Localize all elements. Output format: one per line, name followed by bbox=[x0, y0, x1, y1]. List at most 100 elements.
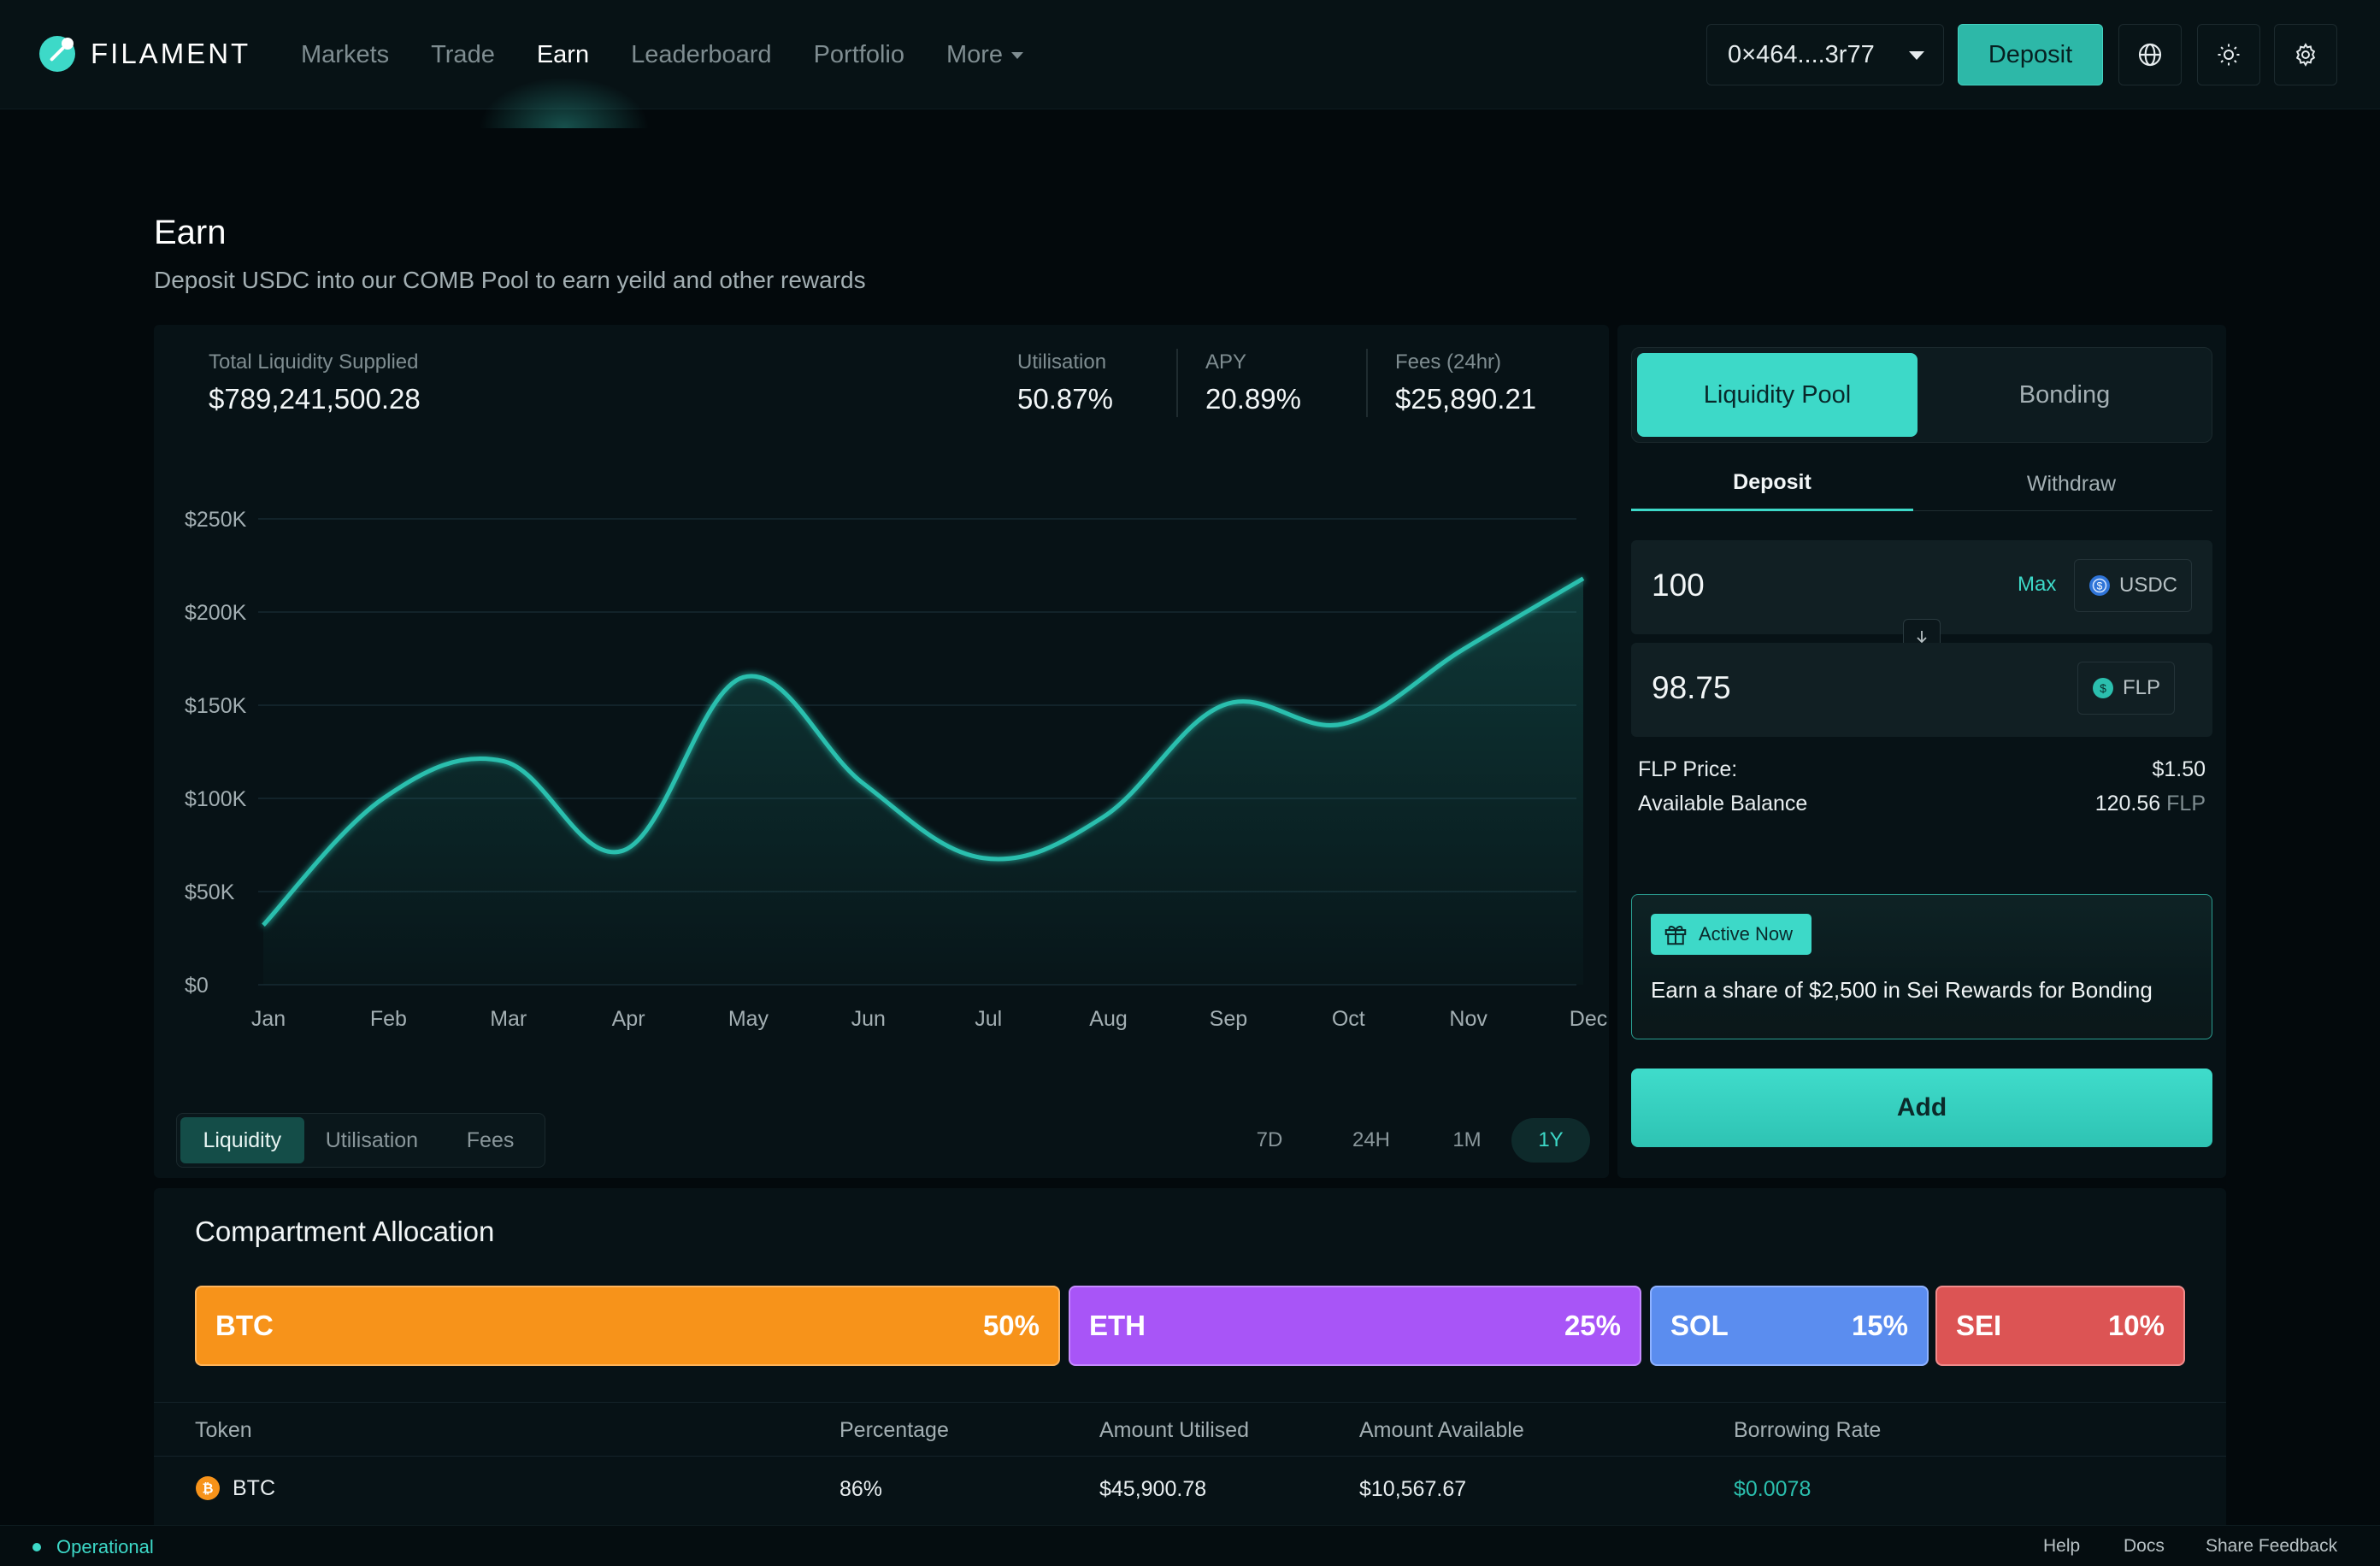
max-button[interactable]: Max bbox=[2018, 573, 2057, 596]
status-dot-icon bbox=[32, 1543, 41, 1551]
nav-item-trade[interactable]: Trade bbox=[431, 40, 495, 68]
allocation-token: SEI bbox=[1956, 1310, 2002, 1341]
y-tick-label: $0 bbox=[185, 974, 209, 998]
settings-button[interactable] bbox=[2274, 24, 2337, 85]
range-7d[interactable]: 7D bbox=[1256, 1128, 1283, 1151]
x-tick-label: Jul bbox=[975, 1007, 1002, 1031]
x-tick-label: Nov bbox=[1449, 1007, 1488, 1031]
language-button[interactable] bbox=[2118, 24, 2182, 85]
apy-stat: APY 20.89% bbox=[1205, 350, 1301, 415]
metric-tab-liquidity[interactable]: Liquidity bbox=[180, 1117, 304, 1163]
row-amount-utilised: $45,900.78 bbox=[1099, 1477, 1207, 1501]
x-tick-label: Jun bbox=[851, 1007, 886, 1031]
y-tick-label: $250K bbox=[185, 508, 247, 532]
row-token-name: BTC bbox=[233, 1475, 275, 1500]
tab-withdraw[interactable]: Withdraw bbox=[2026, 471, 2117, 496]
available-balance-unit: FLP bbox=[2166, 792, 2206, 815]
column-header-percentage: Percentage bbox=[839, 1418, 949, 1442]
stat-divider bbox=[1176, 349, 1178, 417]
apy-label: APY bbox=[1205, 350, 1247, 374]
nav-item-markets[interactable]: Markets bbox=[301, 40, 390, 68]
x-tick-label: Oct bbox=[1332, 1007, 1365, 1031]
brand-name: FILAMENT bbox=[91, 38, 251, 69]
available-balance-value: 120.56 bbox=[2094, 792, 2161, 815]
metric-tab-fees[interactable]: Fees bbox=[466, 1127, 515, 1152]
column-header-amount-available: Amount Available bbox=[1359, 1418, 1524, 1442]
compartment-allocation-section: Compartment Allocation BTC 50% ETH 25% S… bbox=[154, 1188, 2226, 1566]
deposit-amount-box[interactable]: 100 Max $ USDC bbox=[1631, 540, 2212, 634]
footer-link-help[interactable]: Help bbox=[2043, 1536, 2081, 1556]
globe-icon bbox=[2138, 43, 2162, 67]
input-token-selector[interactable]: $ USDC bbox=[2074, 559, 2193, 612]
footer-link-share-feedback[interactable]: Share Feedback bbox=[2206, 1536, 2338, 1556]
footer-link-docs[interactable]: Docs bbox=[2124, 1536, 2165, 1556]
x-tick-label: May bbox=[728, 1007, 769, 1031]
x-tick-label: Aug bbox=[1089, 1007, 1127, 1031]
fees-stat: Fees (24hr) $25,890.21 bbox=[1395, 350, 1536, 415]
allocation-bar-sei[interactable]: SEI 10% bbox=[1935, 1286, 2185, 1366]
allocation-token: SOL bbox=[1670, 1310, 1729, 1341]
tab-bonding[interactable]: Bonding bbox=[2018, 380, 2111, 409]
available-balance-row: Available Balance 120.56 FLP bbox=[1638, 792, 2206, 816]
add-liquidity-button[interactable]: Add bbox=[1631, 1069, 2212, 1147]
range-24h[interactable]: 24H bbox=[1352, 1128, 1391, 1151]
total-liquidity-stat: Total Liquidity Supplied $789,241,500.28 bbox=[209, 350, 421, 415]
fees-label: Fees (24hr) bbox=[1395, 350, 1502, 374]
allocation-percent: 15% bbox=[1851, 1310, 1908, 1341]
gear-icon bbox=[2295, 43, 2316, 67]
receive-amount-value: 98.75 bbox=[1652, 670, 1731, 705]
x-tick-label: Jan bbox=[251, 1007, 286, 1031]
nav-item-leaderboard[interactable]: Leaderboard bbox=[631, 40, 772, 68]
pool-tabs: Liquidity Pool Bonding bbox=[1631, 347, 2212, 443]
active-now-label: Active Now bbox=[1699, 923, 1794, 945]
flp-price-row: FLP Price: $1.50 bbox=[1638, 757, 2206, 782]
total-liquidity-value: $789,241,500.28 bbox=[209, 383, 421, 415]
liquidity-chart-card: Total Liquidity Supplied $789,241,500.28… bbox=[154, 325, 1609, 1178]
filament-logo-icon bbox=[39, 36, 75, 72]
allocation-title: Compartment Allocation bbox=[195, 1216, 495, 1247]
bonding-rewards-promo[interactable]: Active Now Earn a share of $2,500 in Sei… bbox=[1631, 894, 2212, 1039]
nav-item-more[interactable]: More bbox=[946, 40, 1024, 69]
page-subtitle: Deposit USDC into our COMB Pool to earn … bbox=[154, 267, 866, 293]
main-nav: Markets Trade Earn Leaderboard Portfolio… bbox=[301, 0, 1065, 109]
status-footer: Operational Help Docs Share Feedback bbox=[0, 1525, 2380, 1566]
theme-toggle-button[interactable] bbox=[2197, 24, 2260, 85]
allocation-bar-sol[interactable]: SOL 15% bbox=[1650, 1286, 1929, 1366]
range-1y[interactable]: 1Y bbox=[1511, 1118, 1590, 1163]
available-balance-label: Available Balance bbox=[1638, 792, 1808, 815]
row-borrowing-rate: $0.0078 bbox=[1734, 1477, 1812, 1501]
allocation-percent: 50% bbox=[982, 1310, 1040, 1341]
utilisation-stat: Utilisation 50.87% bbox=[1017, 350, 1113, 415]
row-amount-available: $10,567.67 bbox=[1359, 1477, 1467, 1501]
nav-item-portfolio[interactable]: Portfolio bbox=[813, 40, 904, 68]
tab-deposit[interactable]: Deposit bbox=[1631, 456, 1913, 511]
nav-more-label: More bbox=[946, 40, 1004, 68]
sun-icon bbox=[2218, 44, 2240, 66]
tab-liquidity-pool[interactable]: Liquidity Pool bbox=[1637, 353, 1918, 437]
allocation-bar-eth[interactable]: ETH 25% bbox=[1069, 1286, 1641, 1366]
apy-value: 20.89% bbox=[1205, 383, 1301, 415]
flp-price-label: FLP Price: bbox=[1638, 757, 1738, 781]
deposit-amount-input[interactable]: 100 bbox=[1652, 568, 1705, 603]
gift-icon bbox=[1664, 926, 1687, 945]
output-token-selector[interactable]: $ FLP bbox=[2077, 662, 2176, 715]
liquidity-area-fill bbox=[263, 578, 1583, 985]
promo-text: Earn a share of $2,500 in Sei Rewards fo… bbox=[1651, 977, 2153, 1003]
brand-logo[interactable]: FILAMENT bbox=[39, 36, 250, 72]
allocation-table-header: Token Percentage Amount Utilised Amount … bbox=[154, 1402, 2226, 1457]
metric-tab-utilisation[interactable]: Utilisation bbox=[325, 1127, 419, 1152]
allocation-token: BTC bbox=[215, 1310, 274, 1341]
header-deposit-button[interactable]: Deposit bbox=[1958, 24, 2103, 85]
receive-amount-box: 98.75 $ FLP bbox=[1631, 643, 2212, 737]
allocation-bar-btc[interactable]: BTC 50% bbox=[195, 1286, 1060, 1366]
range-1m[interactable]: 1M bbox=[1452, 1128, 1482, 1151]
wallet-selector[interactable]: 0×464....3r77 bbox=[1706, 24, 1944, 85]
svg-text:$: $ bbox=[2100, 681, 2106, 695]
allocation-percent: 10% bbox=[2107, 1310, 2165, 1341]
top-navigation-bar: FILAMENT Markets Trade Earn Leaderboard … bbox=[0, 0, 2380, 128]
allocation-percent: 25% bbox=[1564, 1310, 1621, 1341]
x-tick-label: Dec bbox=[1570, 1007, 1607, 1031]
nav-item-earn[interactable]: Earn bbox=[536, 40, 590, 68]
utilisation-label: Utilisation bbox=[1017, 350, 1107, 374]
liquidity-area-chart: $0 $50K $100K $150K $200K $250K Jan Feb Mar Apr Ma… bbox=[185, 508, 1607, 1031]
